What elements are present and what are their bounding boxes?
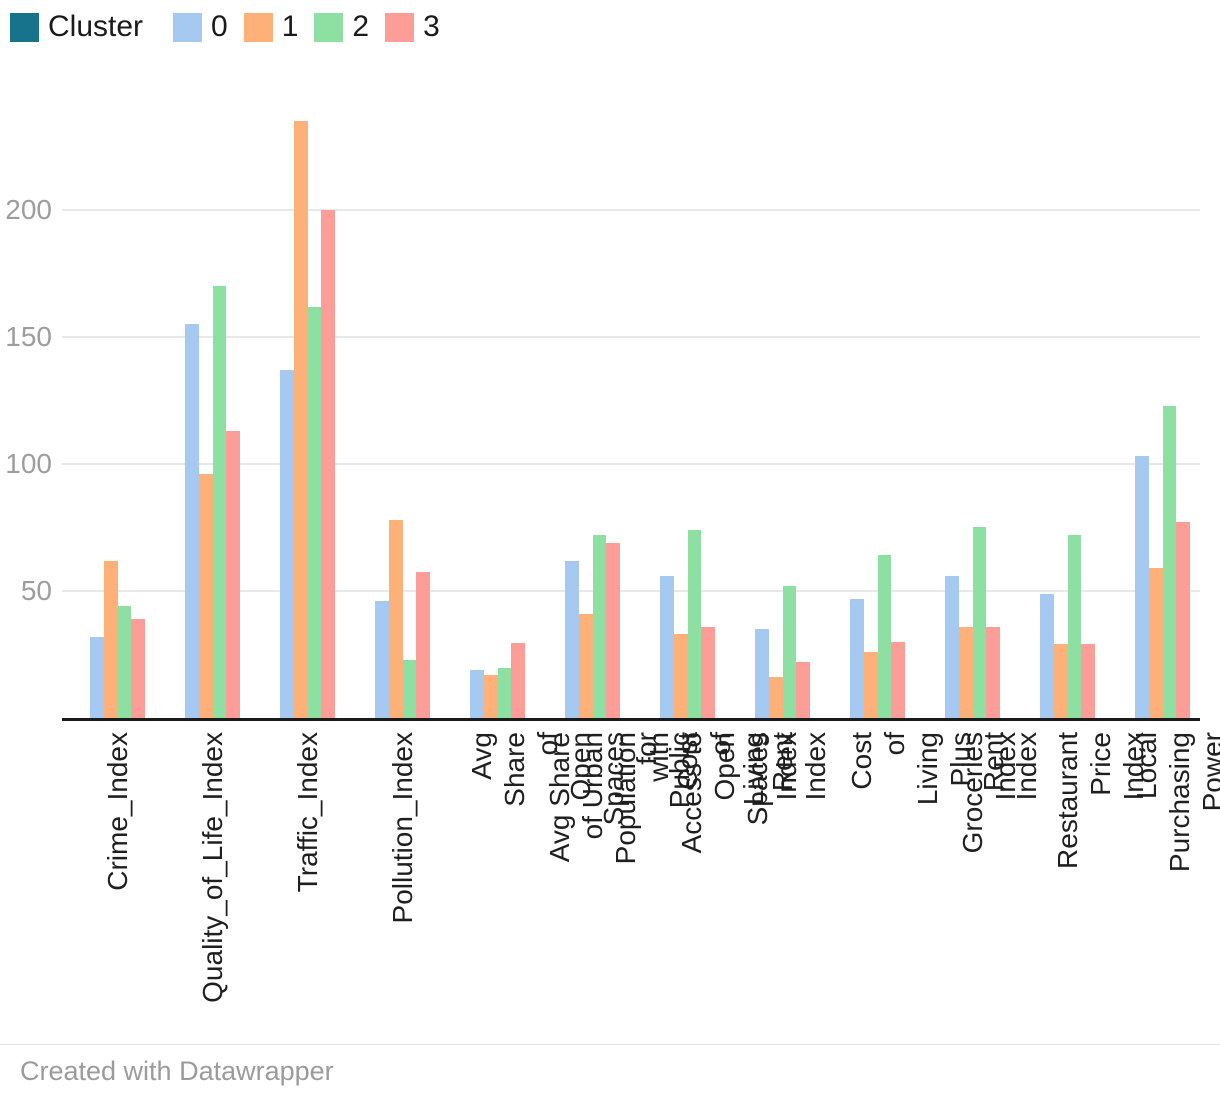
- bar-cluster-0[interactable]: [1040, 594, 1054, 718]
- bar-cluster-3[interactable]: [606, 543, 620, 718]
- legend-item-3: 3: [385, 10, 440, 44]
- bar-group-12: [1135, 406, 1190, 718]
- legend-swatch: [243, 12, 273, 42]
- bar-cluster-2[interactable]: [592, 535, 607, 718]
- gridline-100: [62, 463, 1200, 465]
- bar-cluster-0[interactable]: [565, 561, 579, 718]
- bar-cluster-1[interactable]: [1053, 644, 1068, 718]
- bar-cluster-2[interactable]: [212, 286, 227, 718]
- bar-cluster-0[interactable]: [185, 324, 199, 718]
- bar-group-10: [945, 527, 1000, 718]
- bar-cluster-1[interactable]: [103, 561, 118, 718]
- bar-cluster-0[interactable]: [375, 601, 389, 718]
- bar-cluster-0[interactable]: [945, 576, 959, 718]
- bar-cluster-0[interactable]: [850, 599, 864, 718]
- bar-group-5: [470, 643, 525, 718]
- y-tick-label-150: 150: [5, 321, 52, 352]
- legend-title-swatch: [10, 12, 39, 42]
- bar-cluster-1[interactable]: [768, 677, 783, 718]
- bar-cluster-2[interactable]: [972, 527, 987, 718]
- bar-cluster-1[interactable]: [388, 520, 403, 718]
- bar-cluster-2[interactable]: [497, 668, 512, 718]
- bar-cluster-3[interactable]: [891, 642, 905, 718]
- plot-area: [62, 80, 1200, 721]
- legend-label: 3: [423, 10, 440, 43]
- bar-group-9: [850, 555, 905, 718]
- bar-group-3: [280, 121, 335, 718]
- bar-cluster-0[interactable]: [90, 637, 104, 718]
- bar-cluster-1[interactable]: [293, 121, 308, 718]
- footer-divider: [0, 1044, 1220, 1045]
- bar-group-8: [755, 586, 810, 718]
- bar-cluster-0[interactable]: [280, 370, 294, 718]
- bar-cluster-2[interactable]: [877, 555, 892, 718]
- legend-label: 0: [211, 10, 228, 43]
- y-tick-label-200: 200: [5, 194, 52, 225]
- bar-cluster-3[interactable]: [226, 431, 240, 718]
- x-axis-label-2: Quality_of_Life_Index: [197, 732, 228, 1003]
- y-tick-label-50: 50: [20, 575, 52, 606]
- legend-swatch: [314, 12, 344, 42]
- bar-cluster-3[interactable]: [131, 619, 145, 718]
- x-axis-label-12: Local Purchasing Power Index: [1130, 732, 1220, 873]
- bar-cluster-1[interactable]: [863, 652, 878, 718]
- legend-swatch: [385, 12, 415, 42]
- x-axis-label-1: Crime_Index: [102, 732, 133, 891]
- y-tick-label-100: 100: [5, 448, 52, 479]
- x-axis-label-4: Pollution_Index: [387, 732, 418, 924]
- bar-cluster-0[interactable]: [755, 629, 769, 718]
- bar-cluster-1[interactable]: [958, 627, 973, 718]
- legend-item-1: 1: [243, 10, 299, 44]
- legend-item-2: 2: [314, 10, 369, 44]
- bar-cluster-1[interactable]: [1148, 568, 1163, 718]
- bar-cluster-2[interactable]: [402, 660, 417, 718]
- bar-cluster-0[interactable]: [660, 576, 674, 718]
- x-axis-label-8: Rent Index: [767, 731, 831, 801]
- legend-item-0: 0: [173, 10, 228, 44]
- bar-cluster-0[interactable]: [1135, 456, 1149, 718]
- legend-label: 1: [281, 10, 299, 43]
- legend: Cluster 0 1 2 3: [10, 10, 440, 44]
- bar-cluster-3[interactable]: [701, 627, 715, 718]
- bar-cluster-2[interactable]: [1067, 535, 1082, 718]
- gridline-150: [62, 336, 1200, 338]
- bar-cluster-2[interactable]: [782, 586, 797, 718]
- bar-cluster-3[interactable]: [321, 210, 335, 718]
- bar-cluster-1[interactable]: [483, 675, 498, 718]
- x-axis-label-10: Groceries Index: [957, 732, 1021, 854]
- x-axis-label-3: Traffic_Index: [292, 732, 323, 893]
- bar-cluster-0[interactable]: [470, 670, 484, 718]
- bar-cluster-3[interactable]: [416, 572, 430, 718]
- legend-swatch: [173, 12, 203, 42]
- legend-title: Cluster: [48, 10, 144, 43]
- gridline-200: [62, 209, 1200, 211]
- bar-group-6: [565, 535, 620, 718]
- bar-cluster-3[interactable]: [1081, 644, 1095, 718]
- bar-cluster-1[interactable]: [673, 634, 688, 718]
- bar-group-7: [660, 530, 715, 718]
- gridline-50: [62, 590, 1200, 592]
- bar-cluster-2[interactable]: [307, 307, 322, 718]
- bar-cluster-3[interactable]: [1176, 522, 1190, 718]
- datawrapper-credit[interactable]: Created with Datawrapper: [20, 1056, 334, 1086]
- bar-cluster-2[interactable]: [117, 606, 132, 718]
- bar-group-11: [1040, 535, 1095, 718]
- bar-group-2: [185, 286, 240, 718]
- bar-cluster-2[interactable]: [687, 530, 702, 718]
- bar-cluster-3[interactable]: [511, 643, 525, 718]
- bar-cluster-3[interactable]: [986, 627, 1000, 718]
- bar-cluster-2[interactable]: [1162, 406, 1177, 718]
- bar-group-4: [375, 520, 430, 718]
- legend-label: 2: [352, 10, 370, 43]
- bar-cluster-1[interactable]: [578, 614, 593, 718]
- bar-cluster-3[interactable]: [796, 662, 810, 718]
- bar-cluster-1[interactable]: [198, 474, 213, 718]
- bar-group-1: [90, 561, 145, 718]
